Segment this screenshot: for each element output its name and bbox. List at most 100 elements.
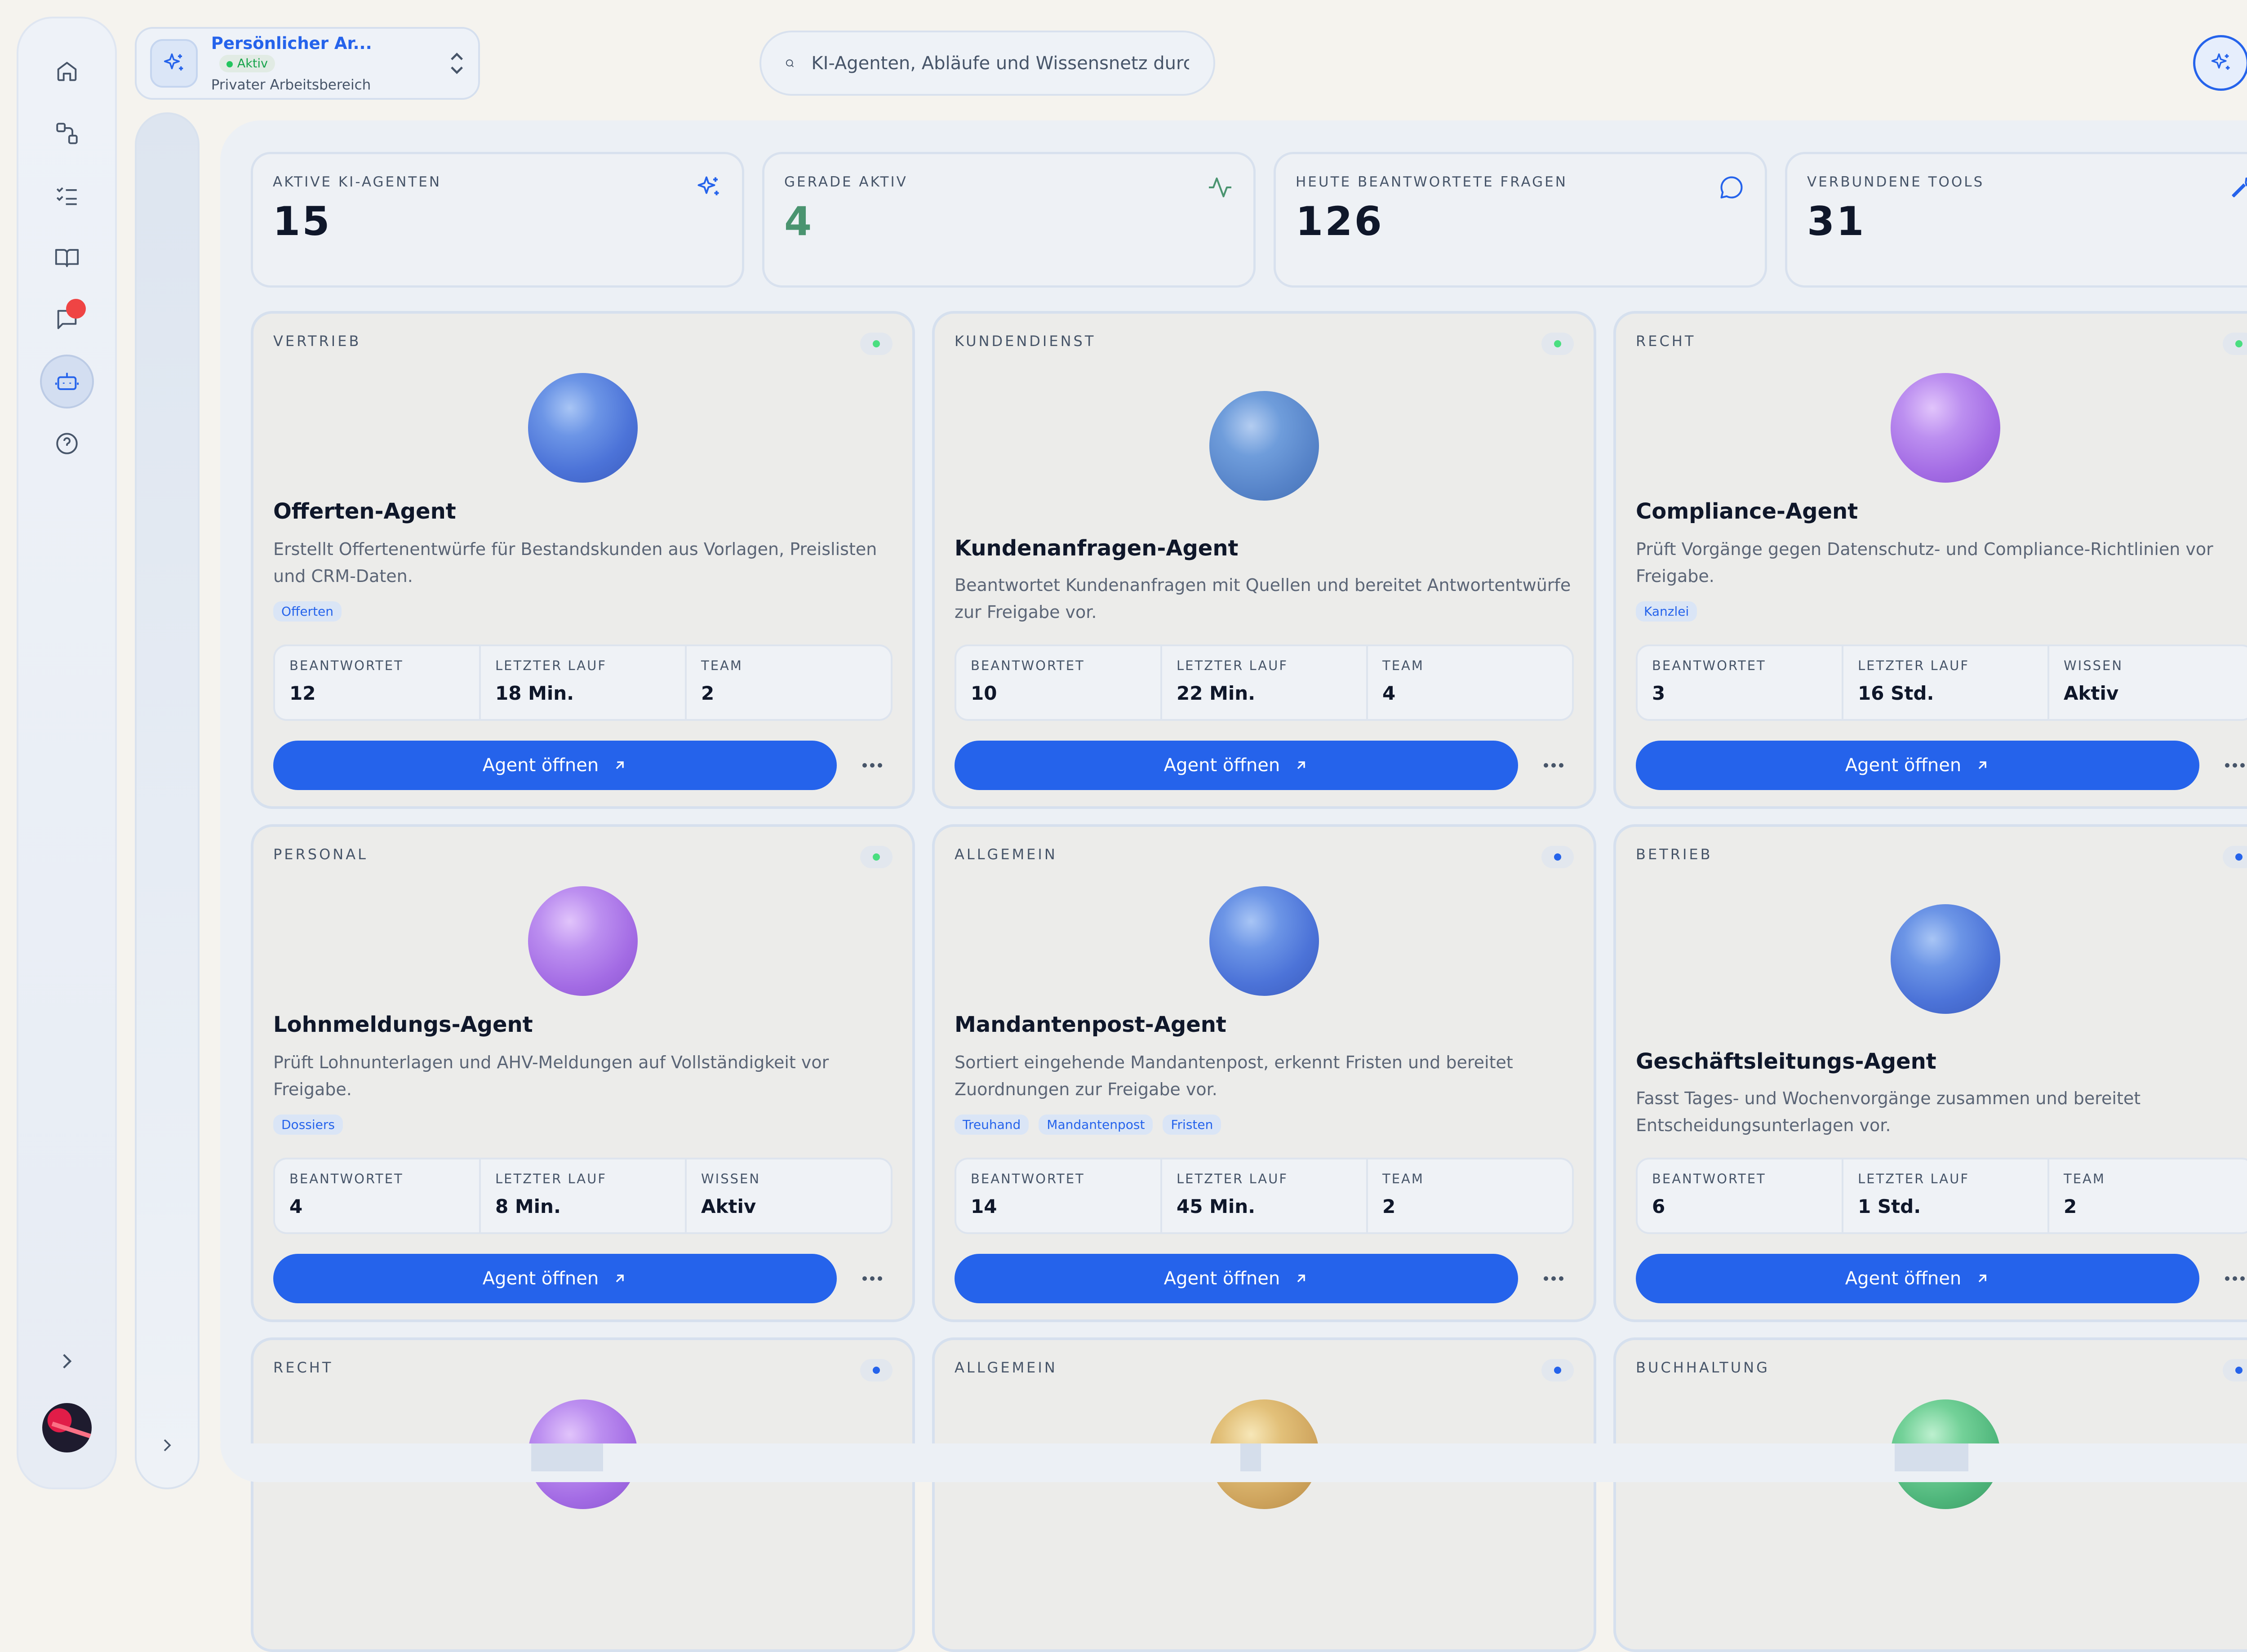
arrow-up-right-icon: [1978, 1275, 1987, 1283]
open-agent-button[interactable]: Agent öffnen: [1636, 1254, 2199, 1303]
agent-card-lohnmeldung: PERSONAL Lohnmeldungs-Agent Prüft Lohnun…: [251, 824, 915, 1322]
more-options-button[interactable]: [1533, 745, 1574, 786]
panel-expand-chevron-icon[interactable]: [156, 1434, 178, 1456]
book-icon[interactable]: [40, 231, 94, 284]
workflow-icon[interactable]: [40, 107, 94, 160]
metric-label: BEANTWORTET: [971, 658, 1085, 673]
agent-card-mandantenpost: ALLGEMEIN Mandantenpost-Agent Sortiert e…: [932, 824, 1596, 1322]
status-indicator: [2223, 846, 2247, 868]
agent-orb: [528, 373, 638, 483]
metric-value: 16 Std.: [1858, 682, 1934, 704]
metric-value: 1 Std.: [1858, 1195, 1921, 1217]
stat-label: HEUTE BEANTWORTETE FRAGEN: [1296, 174, 1568, 190]
stat-label: GERADE AKTIV: [784, 174, 908, 190]
agent-name: Mandantenpost-Agent: [955, 1012, 1226, 1037]
agent-card-offerten: VERTRIEB Offerten-Agent Erstellt Offerte…: [251, 311, 915, 809]
stat-card-active-agents: AKTIVE KI-AGENTEN 15: [251, 152, 744, 288]
metric-label: TEAM: [2064, 1171, 2105, 1186]
metric-label: LETZTER LAUF: [1177, 658, 1288, 673]
agent-name: Kundenanfragen-Agent: [955, 536, 1239, 561]
arrow-up-right-icon: [1978, 761, 1987, 769]
stat-value: 31: [1807, 198, 1866, 244]
stat-value: 4: [784, 198, 814, 244]
stat-value: 15: [273, 198, 332, 244]
status-indicator: [2223, 333, 2247, 355]
sparkles-icon: [697, 176, 719, 195]
metric-value: 12: [289, 682, 316, 704]
metric-value: 22 Min.: [1177, 682, 1256, 704]
more-options-button[interactable]: [2215, 745, 2247, 786]
open-agent-button[interactable]: Agent öffnen: [273, 741, 837, 790]
agent-metrics: BEANTWORTET 4 LETZTER LAUF 8 Min. WISSEN Ak…: [273, 1158, 893, 1234]
open-agent-button[interactable]: Agent öffnen: [955, 741, 1518, 790]
agent-description: Prüft Vorgänge gegen Datenschutz- und Co…: [1636, 539, 2213, 586]
agent-description: Erstellt Offertenentwürfe für Bestandsku…: [273, 539, 877, 586]
metric-label: LETZTER LAUF: [1858, 658, 1970, 673]
metric-label: BEANTWORTET: [289, 658, 404, 673]
agent-category: PERSONAL: [273, 846, 368, 863]
wrench-icon: [2232, 178, 2247, 197]
metric-value: 4: [289, 1195, 303, 1217]
help-icon[interactable]: [40, 417, 94, 471]
robot-icon[interactable]: [40, 355, 94, 409]
metric-label: TEAM: [701, 658, 743, 673]
status-badge: Aktiv: [219, 55, 275, 72]
agent-orb: [1891, 373, 2000, 483]
agent-metrics: BEANTWORTET 14 LETZTER LAUF 45 Min. TEAM 2: [955, 1158, 1574, 1234]
search-bar[interactable]: [759, 31, 1215, 96]
chevron-updown-icon: [451, 53, 463, 74]
agent-name: Offerten-Agent: [273, 499, 456, 524]
avatar[interactable]: [42, 1403, 92, 1452]
workspace-switcher[interactable]: Persönlicher Ar... Aktiv Privater Arbeits…: [135, 27, 480, 100]
message-icon: [1720, 176, 1743, 199]
ellipsis-icon: [2225, 1276, 2245, 1281]
agent-description: Prüft Lohnunterlagen und AHV-Meldungen a…: [273, 1052, 829, 1099]
open-agent-label: Agent öffnen: [1163, 755, 1280, 776]
metric-value: 4: [1382, 682, 1396, 704]
status-indicator: [2223, 1359, 2247, 1381]
arrow-up-right-icon: [616, 761, 624, 769]
metric-value: 3: [1652, 682, 1665, 704]
workspace-title: Persönlicher Ar...: [211, 34, 372, 53]
home-icon[interactable]: [40, 44, 94, 98]
expand-chevron-icon[interactable]: [40, 1334, 94, 1388]
metric-label: BEANTWORTET: [971, 1171, 1085, 1186]
sparkles-icon: [150, 39, 198, 88]
stat-card-answered-today: HEUTE BEANTWORTETE FRAGEN 126: [1274, 152, 1767, 288]
agent-card-buchhaltung: BUCHHALTUNG: [1613, 1337, 2247, 1652]
agent-name: Compliance-Agent: [1636, 499, 1858, 524]
open-agent-label: Agent öffnen: [482, 1268, 599, 1289]
orb-shadow: [531, 1443, 603, 1471]
metric-value: 2: [1382, 1195, 1396, 1217]
open-agent-label: Agent öffnen: [1845, 755, 1962, 776]
more-options-button[interactable]: [2215, 1258, 2247, 1299]
agent-description: Fasst Tages- und Wochenvorgänge zusammen…: [1636, 1088, 2141, 1135]
open-agent-button[interactable]: Agent öffnen: [955, 1254, 1518, 1303]
search-input[interactable]: [810, 52, 1190, 74]
metric-value: 14: [971, 1195, 997, 1217]
open-agent-button[interactable]: Agent öffnen: [1636, 741, 2199, 790]
notification-dot: [66, 299, 86, 319]
open-agent-label: Agent öffnen: [1163, 1268, 1280, 1289]
agent-metrics: BEANTWORTET 10 LETZTER LAUF 22 Min. TEAM 4: [955, 644, 1574, 721]
workspace-subtitle: Privater Arbeitsbereich: [211, 77, 371, 93]
metric-value: Aktiv: [2064, 682, 2119, 704]
metric-value: 6: [1652, 1195, 1665, 1217]
ai-assistant-button[interactable]: [2193, 35, 2247, 91]
metric-value: 2: [2064, 1195, 2077, 1217]
stat-card-currently-active: GERADE AKTIV 4: [762, 152, 1256, 288]
orb-shadow: [1240, 1443, 1261, 1471]
open-agent-button[interactable]: Agent öffnen: [273, 1254, 837, 1303]
chat-icon[interactable]: [40, 293, 94, 346]
metric-label: WISSEN: [701, 1171, 761, 1186]
status-indicator: [860, 333, 893, 355]
metric-label: WISSEN: [2064, 658, 2123, 673]
metric-label: LETZTER LAUF: [1858, 1171, 1970, 1186]
more-options-button[interactable]: [852, 745, 893, 786]
sparkles-icon: [2211, 53, 2230, 70]
more-options-button[interactable]: [1533, 1258, 1574, 1299]
agent-name: Lohnmeldungs-Agent: [273, 1012, 533, 1037]
more-options-button[interactable]: [852, 1258, 893, 1299]
status-indicator: [1541, 846, 1574, 868]
checklist-icon[interactable]: [40, 169, 94, 222]
